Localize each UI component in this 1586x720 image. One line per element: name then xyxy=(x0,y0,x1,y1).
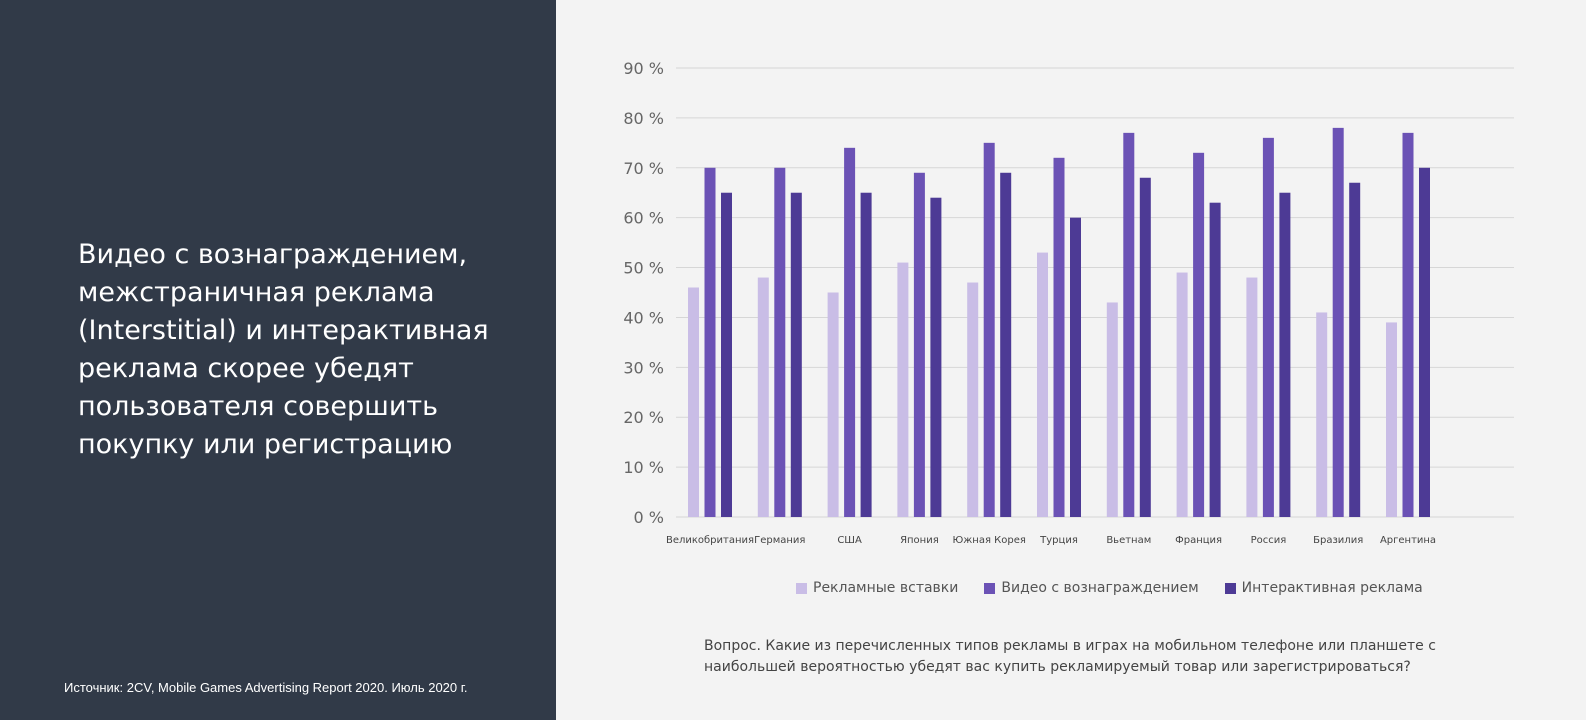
left-panel: Видео с вознаграждением, межстраничная р… xyxy=(0,0,556,720)
bar-inserts xyxy=(1176,272,1188,517)
y-tick-label: 10 % xyxy=(623,458,664,477)
x-tick-label: Вьетнам xyxy=(1106,535,1151,546)
bar-inserts xyxy=(1386,322,1397,517)
x-tick-label: США xyxy=(837,535,862,546)
y-tick-label: 20 % xyxy=(623,408,664,427)
x-tick-label: Германия xyxy=(754,535,805,546)
bar-rewarded-video xyxy=(983,142,995,518)
bar-interactive xyxy=(1000,172,1012,517)
bar-inserts xyxy=(757,277,769,517)
y-tick-label: 60 % xyxy=(623,209,664,228)
legend-item-rewarded-video: Видео с вознаграждением xyxy=(984,580,1199,596)
bar-inserts xyxy=(1316,312,1328,517)
survey-question: Вопрос. Какие из перечисленных типов рек… xyxy=(704,638,1436,675)
bar-rewarded-video xyxy=(1402,132,1414,517)
x-tick-label: Великобритания xyxy=(666,535,754,546)
bar-inserts xyxy=(897,262,909,517)
legend-swatch-interactive xyxy=(1224,582,1236,594)
legend-item-inserts: Рекламные вставки xyxy=(796,580,958,596)
bar-interactive xyxy=(1279,192,1291,517)
bar-inserts xyxy=(1106,302,1118,517)
bar-rewarded-video xyxy=(913,172,925,517)
legend-label-rewarded-video: Видео с вознаграждением xyxy=(1001,580,1199,596)
bar-interactive xyxy=(1070,217,1081,517)
x-tick-label: Россия xyxy=(1251,535,1287,546)
x-tick-label: Бразилия xyxy=(1313,535,1363,546)
bar-inserts xyxy=(1246,277,1258,517)
right-panel: 0 % 10 % 20 % 30 % 40 % 50 % 60 % 70 % 80 % 90 % В… xyxy=(556,0,1586,720)
bar-rewarded-video xyxy=(844,147,856,518)
y-tick-label: 40 % xyxy=(623,308,664,327)
legend-swatch-inserts xyxy=(796,582,807,594)
bar-rewarded-video xyxy=(1332,127,1344,517)
bar-interactive xyxy=(1209,202,1221,517)
bar-interactive xyxy=(1349,182,1361,517)
bar-interactive xyxy=(790,192,802,517)
y-tick-label: 80 % xyxy=(623,109,664,128)
legend: Рекламные вставки Видео с вознаграждение… xyxy=(796,580,1423,596)
bar-rewarded-video xyxy=(1193,152,1205,518)
bar-inserts xyxy=(967,282,979,517)
bar-interactive xyxy=(860,192,872,517)
bar-interactive xyxy=(1139,177,1151,517)
x-tick-label: Турция xyxy=(1039,535,1078,546)
legend-label-interactive: Интерактивная реклама xyxy=(1241,580,1423,596)
bar-rewarded-video xyxy=(774,167,786,517)
bar-interactive xyxy=(721,192,732,517)
bar-inserts xyxy=(1037,252,1048,518)
bar-interactive xyxy=(1419,167,1430,517)
x-tick-label: Южная Корея xyxy=(952,535,1025,546)
bar-inserts xyxy=(688,287,699,517)
x-tick-label: Франция xyxy=(1175,535,1222,546)
y-tick-label: 0 % xyxy=(634,508,664,527)
bar-interactive xyxy=(930,197,942,517)
x-tick-label: Аргентина xyxy=(1380,535,1436,546)
legend-label-inserts: Рекламные вставки xyxy=(813,580,959,596)
y-tick-label: 90 % xyxy=(623,59,664,78)
bar-rewarded-video xyxy=(1123,132,1135,517)
headline: Видео с вознаграждением, межстраничная р… xyxy=(78,239,489,460)
bar-chart: 0 % 10 % 20 % 30 % 40 % 50 % 60 % 70 % 80 % 90 % В… xyxy=(623,59,1514,546)
y-tick-label: 50 % xyxy=(623,259,664,278)
legend-swatch-rewarded-video xyxy=(984,582,996,594)
bar-rewarded-video xyxy=(1262,137,1274,517)
source-note: Источник: 2CV, Mobile Games Advertising … xyxy=(64,680,468,695)
bar-rewarded-video xyxy=(1053,157,1065,518)
bar-rewarded-video xyxy=(704,167,716,517)
y-tick-label: 30 % xyxy=(623,358,664,377)
y-tick-label: 70 % xyxy=(623,159,664,178)
legend-item-interactive: Интерактивная реклама xyxy=(1224,580,1423,596)
bar-inserts xyxy=(827,292,839,517)
x-tick-label: Япония xyxy=(900,535,939,546)
